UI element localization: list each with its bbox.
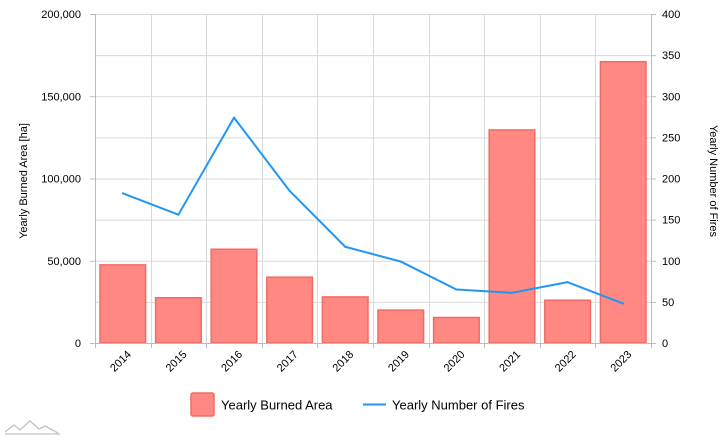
- line-point: [344, 245, 347, 248]
- left-axis-ticks: 0 50,000 100,000 150,000 200,000: [41, 9, 95, 350]
- x-tick-label: 2020: [442, 349, 468, 375]
- legend-label-line: Yearly Number of Fires: [392, 398, 525, 413]
- x-tick-label: 2023: [609, 349, 635, 375]
- bar: [599, 60, 647, 344]
- line-point: [566, 281, 569, 284]
- grid: [95, 14, 651, 344]
- right-tick-label: 100: [662, 256, 680, 268]
- x-axis-ticks: 2014 2015 2016 2017 2018 2019 2020 2021 2022 2023: [95, 343, 652, 375]
- legend: Yearly Burned Area Yearly Number of Fire…: [190, 392, 525, 417]
- right-tick-label: 250: [662, 132, 680, 144]
- line-point: [399, 260, 402, 263]
- right-tick-label: 50: [662, 297, 674, 309]
- right-axis-ticks: 0 50 100 150 200 250 300 350 400: [651, 9, 680, 350]
- line-point: [177, 213, 180, 216]
- left-tick-label: 150,000: [41, 91, 81, 103]
- bar: [266, 276, 314, 344]
- bar: [154, 297, 202, 344]
- bar: [432, 316, 480, 344]
- right-tick-label: 300: [662, 91, 680, 103]
- left-tick-label: 50,000: [47, 256, 81, 268]
- bar-series: [99, 60, 647, 344]
- x-tick-label: 2019: [386, 349, 412, 375]
- right-tick-label: 0: [662, 338, 668, 350]
- x-tick-label: 2016: [219, 349, 245, 375]
- x-tick-label: 2018: [331, 349, 357, 375]
- left-axis-title: Yearly Burned Area [ha]: [18, 123, 30, 239]
- left-tick-label: 100,000: [41, 174, 81, 186]
- line-point: [288, 189, 291, 192]
- legend-label-bars: Yearly Burned Area: [221, 398, 333, 413]
- line-point: [233, 116, 235, 119]
- x-tick-label: 2021: [497, 349, 523, 375]
- right-tick-label: 150: [662, 215, 680, 227]
- x-tick-label: 2014: [108, 349, 134, 375]
- line-series: [121, 116, 625, 305]
- x-tick-label: 2017: [275, 349, 301, 375]
- line-point: [121, 192, 124, 195]
- right-axis-title: Yearly Number of Fires: [707, 125, 719, 238]
- legend-item-line[interactable]: Yearly Number of Fires: [363, 398, 525, 413]
- line-point: [622, 302, 625, 305]
- legend-item-bars[interactable]: Yearly Burned Area: [190, 392, 333, 417]
- bar: [99, 264, 147, 344]
- bar: [210, 248, 258, 344]
- legend-swatch-bar: [190, 392, 215, 417]
- left-tick-label: 0: [75, 338, 81, 350]
- line-point: [511, 291, 513, 294]
- bar: [321, 296, 369, 344]
- right-tick-label: 350: [662, 50, 680, 62]
- right-tick-label: 200: [662, 174, 680, 186]
- x-tick-label: 2022: [553, 349, 579, 375]
- right-tick-label: 400: [662, 9, 680, 21]
- fires-line: [122, 116, 624, 305]
- bar: [544, 299, 592, 344]
- x-tick-label: 2015: [164, 349, 190, 375]
- bar: [377, 309, 425, 344]
- bar: [488, 129, 536, 344]
- left-tick-label: 200,000: [41, 9, 81, 21]
- mountain-logo-icon: [4, 420, 60, 435]
- line-point: [455, 288, 458, 291]
